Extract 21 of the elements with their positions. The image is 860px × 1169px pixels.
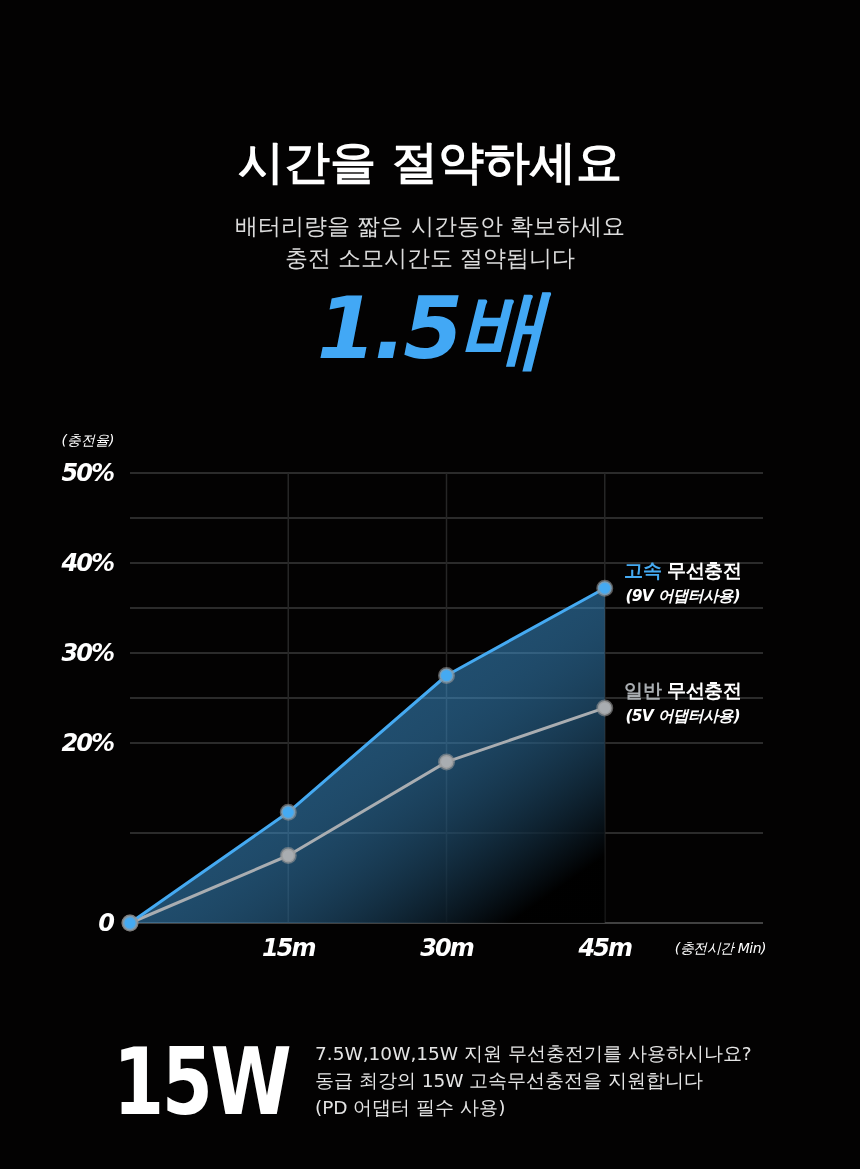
chart-title: 시간을 절약하세요 <box>237 135 623 189</box>
x-tick-label: 30m <box>420 934 474 962</box>
text: 15W <box>113 1028 291 1137</box>
text: 7.5W,10W,15W 지원 무선충전기를 사용하시나요? <box>315 1043 752 1064</box>
text: 1.5배 <box>316 278 553 378</box>
y-tick-label: 50% <box>61 459 114 487</box>
chart-subtitle: 배터리량을 짧은 시간동안 확보하세요 충전 소모시간도 절약됩니다 <box>235 213 625 271</box>
x-axis-title: (충전시간 Min) <box>674 940 767 956</box>
x-tick-label: 45m <box>577 934 632 962</box>
series-label: 고속 무선충전 <box>624 559 742 582</box>
y-tick-label: 0 <box>98 909 115 937</box>
series-label: 일반 무선충전 <box>624 678 742 701</box>
annotation: (5V 어댑터사용) <box>625 706 740 725</box>
text: 동급 최강의 15W 고속무선충전을 지원합니다 <box>315 1070 704 1091</box>
y-tick-label: 20% <box>61 729 114 757</box>
y-axis-title: (충전율) <box>61 432 115 448</box>
text: (PD 어댑터 필수 사용) <box>315 1097 506 1118</box>
y-tick-label: 30% <box>61 639 114 667</box>
x-tick-label: 15m <box>262 934 316 962</box>
annotation: (9V 어댑터사용) <box>625 587 740 606</box>
y-tick-label: 40% <box>60 549 114 577</box>
